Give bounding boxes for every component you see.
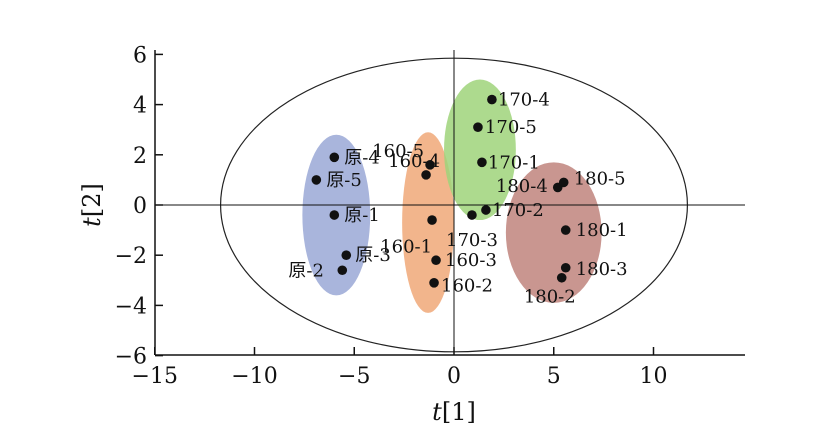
data-point xyxy=(560,225,571,235)
group-ellipse-3 xyxy=(444,79,516,221)
y-axis-title: t[2] xyxy=(78,183,106,227)
x-tick-label-5: 10 xyxy=(640,364,668,389)
x-tick-label-4: 5 xyxy=(547,364,561,389)
y-tick-label-2: −2 xyxy=(115,244,147,269)
data-point-label: 170-4 xyxy=(498,90,550,111)
group-ellipse-4 xyxy=(505,162,602,303)
data-point xyxy=(311,175,322,185)
axes-layer: −6 −4 −2 0 2 4 6 −15 −10 −5 0 5 10 xyxy=(115,43,745,389)
data-point-label: 原-1 xyxy=(344,205,380,226)
data-point xyxy=(473,122,483,132)
data-point xyxy=(429,278,439,288)
data-point-label: 180-4 xyxy=(496,176,548,197)
x-tick-label-0: −15 xyxy=(132,364,178,389)
data-point xyxy=(481,205,491,215)
data-point-label: 170-1 xyxy=(488,152,540,173)
data-point-label: 180-3 xyxy=(576,259,628,280)
data-point xyxy=(467,210,477,220)
points-layer: 原-1原-2原-3原-4原-5160-1160-2160-3160-4160-5… xyxy=(288,90,627,308)
data-point-label: 原-3 xyxy=(355,245,391,266)
data-point-label: 180-2 xyxy=(524,287,576,308)
data-point-label: 180-5 xyxy=(574,169,626,190)
x-tick-label-2: −5 xyxy=(338,364,370,389)
data-point xyxy=(425,160,435,170)
x-tick-label-1: −10 xyxy=(231,364,277,389)
data-point xyxy=(477,157,487,168)
data-point-label: 170-2 xyxy=(492,200,544,221)
data-point-label: 170-5 xyxy=(485,117,537,138)
ellipses-layer xyxy=(219,57,689,353)
data-point xyxy=(556,272,567,283)
data-point-label: 180-1 xyxy=(576,220,628,241)
data-point xyxy=(487,94,497,105)
y-tick-label-1: −4 xyxy=(115,294,147,319)
y-tick-label-6: 6 xyxy=(133,43,147,68)
data-point-label: 160-1 xyxy=(380,236,432,257)
data-point-label: 原-2 xyxy=(288,260,324,281)
data-point xyxy=(341,250,352,260)
data-point xyxy=(337,265,348,276)
data-point xyxy=(431,255,441,266)
data-point xyxy=(558,177,569,188)
y-tick-label-4: 2 xyxy=(133,144,147,169)
data-point xyxy=(421,170,431,180)
y-tick-label-5: 4 xyxy=(133,94,147,119)
data-point-label: 160-5 xyxy=(372,141,424,162)
data-point xyxy=(329,210,340,220)
data-point xyxy=(560,262,571,273)
data-point-label: 170-3 xyxy=(446,230,498,251)
data-point-label: 原-5 xyxy=(326,170,362,191)
data-point-label: 原-4 xyxy=(344,147,380,168)
x-axis-title: t[1] xyxy=(432,398,476,426)
y-tick-label-3: 0 xyxy=(133,194,147,219)
x-tick-label-3: 0 xyxy=(447,364,461,389)
data-point-label: 160-2 xyxy=(441,275,493,296)
y-tick-label-0: −6 xyxy=(115,345,147,370)
data-point xyxy=(427,215,437,225)
data-point-label: 160-3 xyxy=(445,250,497,271)
data-point xyxy=(329,152,340,163)
